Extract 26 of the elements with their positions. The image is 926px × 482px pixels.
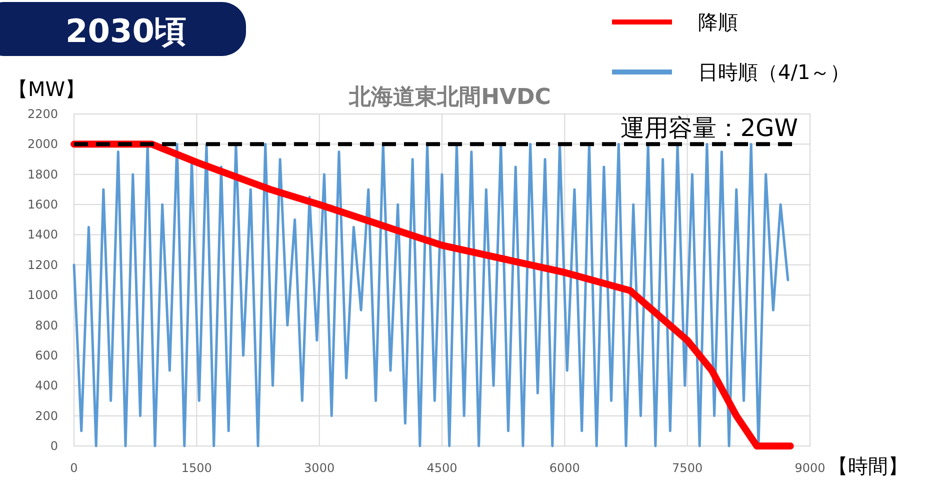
x-tick-label: 7500 (672, 461, 703, 475)
x-tick-label: 6000 (549, 461, 580, 475)
y-tick-label: 200 (35, 408, 58, 423)
y-tick-label: 1400 (27, 228, 58, 242)
x-tick-label: 3000 (304, 461, 335, 475)
x-tick-label: 9000 (794, 461, 826, 475)
x-tick-label: 4500 (426, 461, 458, 475)
y-tick-label: 1800 (27, 167, 58, 182)
y-tick-label: 2200 (27, 107, 58, 121)
y-axis-title: 【MW】 (8, 77, 86, 101)
chart-subtitle: 2030頃 (65, 12, 187, 50)
y-tick-label: 0 (50, 439, 58, 453)
y-tick-label: 2000 (27, 137, 58, 152)
legend-label: 降順 (698, 10, 738, 34)
ref-line-label: 運用容量：2GW (620, 114, 798, 142)
y-tick-label: 1600 (27, 198, 58, 212)
x-tick-label: 1500 (181, 461, 212, 475)
y-tick-label: 600 (35, 348, 58, 362)
y-tick-label: 400 (35, 378, 58, 393)
y-tick-label: 1000 (27, 288, 58, 302)
y-tick-label: 800 (35, 318, 58, 332)
chart-title: 北海道東北間HVDC (348, 85, 551, 110)
legend-label: 日時順（4/1～） (698, 60, 850, 84)
y-tick-label: 1200 (27, 258, 58, 272)
x-tick-label: 0 (70, 461, 78, 475)
x-axis-title: 【時間】 (828, 454, 908, 478)
